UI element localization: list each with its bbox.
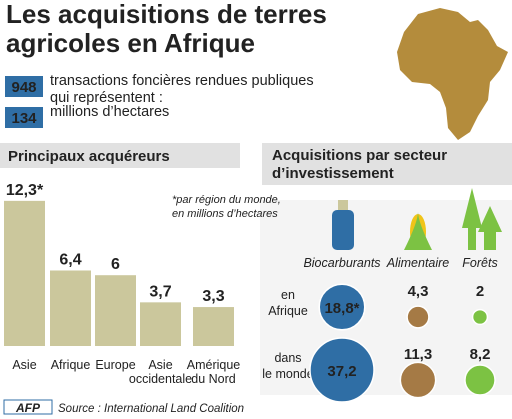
category-label: Asie occidentale (129, 358, 192, 386)
bubble (464, 364, 496, 396)
value-label: 12,3* (6, 182, 44, 199)
stat-box (5, 76, 43, 97)
icons (332, 188, 502, 250)
stat-value: 134 (11, 110, 37, 127)
section-band (262, 143, 512, 185)
bubble (318, 283, 366, 331)
value-label: 3,3 (202, 288, 224, 305)
column-label: Alimentaire (386, 256, 450, 270)
value-label: 3,7 (149, 283, 171, 300)
title: Les acquisitions de terres agricoles en A… (6, 0, 327, 58)
bar (50, 270, 91, 346)
category-label: Asie (12, 358, 36, 372)
row-label: en Afrique (268, 288, 308, 318)
stat-box (5, 107, 43, 128)
stat-text: transactions foncières rendues publiques… (50, 73, 314, 106)
bar (4, 200, 45, 346)
source: Source : International Land Coalition (58, 403, 244, 415)
row-label: dans le monde (262, 351, 313, 381)
value-label: 2 (476, 283, 484, 300)
stat-value: 948 (11, 79, 36, 96)
bubble (309, 337, 375, 403)
column-label: Biocarburants (303, 256, 380, 270)
bar (193, 307, 234, 346)
value-label: 6 (111, 256, 120, 273)
logo: AFP (15, 401, 41, 415)
logo-box (3, 399, 53, 415)
category-label: Europe (95, 358, 135, 372)
value-label: 37,2 (327, 363, 356, 380)
category-label: Afrique (51, 358, 91, 372)
category-label: Amérique du Nord (187, 358, 241, 386)
stat-text: millions d’hectares (50, 104, 169, 120)
bubble (471, 308, 489, 326)
value-label: 18,8* (324, 300, 359, 317)
chart-title: Acquisitions par secteur d’investissement (272, 147, 447, 182)
column-label: Forêts (462, 256, 497, 270)
bar (140, 302, 181, 346)
chart-title: Principaux acquéreurs (8, 148, 170, 165)
value-label: 8,2 (470, 346, 491, 363)
bar (95, 275, 136, 346)
chart-note: *par région du monde, en millions d’hecta… (172, 194, 281, 220)
value-label: 11,3 (404, 346, 432, 363)
value-label: 6,4 (59, 251, 81, 268)
africa-map (397, 8, 508, 140)
bubble (399, 361, 437, 399)
bubble (406, 305, 430, 329)
value-label: 4,3 (408, 283, 429, 300)
section-band (0, 143, 240, 168)
